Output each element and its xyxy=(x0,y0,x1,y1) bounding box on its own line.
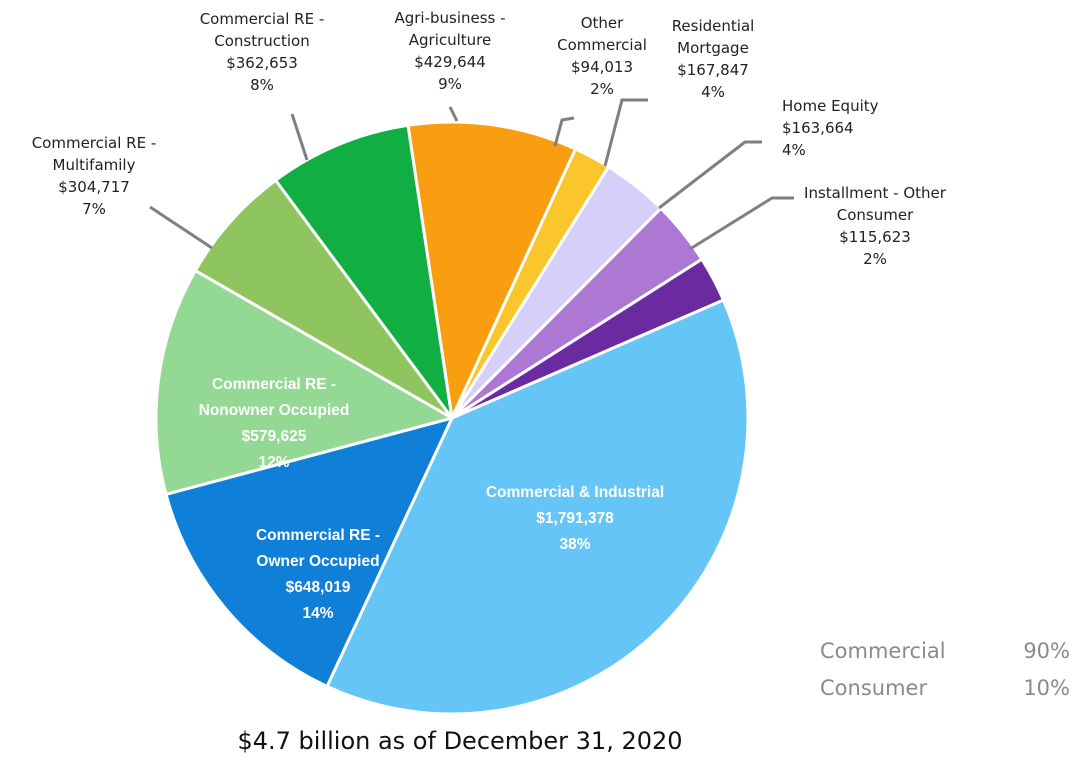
slice-label-agribusiness-agriculture: Agri-business -Agriculture $429,644 9% xyxy=(394,9,505,93)
leader-line-cre-multifamily xyxy=(149,205,213,250)
slice-label-residential-mortgage: Residential Mortgage $167,847 4% xyxy=(672,17,755,101)
slice-commercial-industrial xyxy=(325,298,750,716)
slice-cre-nonowner-occupied xyxy=(154,269,454,496)
leader-line-installment-other-consumer xyxy=(689,196,794,251)
summary-name-consumer: Consumer xyxy=(820,676,927,700)
summary-pct-consumer: 10% xyxy=(1023,676,1070,700)
slice-cre-construction xyxy=(274,123,454,420)
chart-caption: $4.7 billion as of December 31, 2020 xyxy=(237,727,682,755)
leader-line-cre-construction xyxy=(290,113,309,161)
slice-label-cre-construction: Commercial RE -Construction $362,653 8% xyxy=(200,10,325,94)
leader-line-residential-mortgage xyxy=(603,98,648,167)
slice-cre-owner-occupied xyxy=(164,416,454,688)
slice-installment-other-consumer xyxy=(450,257,725,420)
leader-line-home-equity xyxy=(658,140,762,210)
slice-agribusiness-agriculture xyxy=(406,120,578,420)
slice-label-home-equity: Home Equity $163,664 4% xyxy=(782,97,879,159)
leader-line-other-commercial xyxy=(553,116,575,147)
slice-label-installment-other-consumer: Installment - Other Consumer $115,623 2% xyxy=(804,184,947,268)
slice-label-cre-multifamily: Commercial RE -Multifamily $304,717 7% xyxy=(32,134,157,218)
leader-line-agribusiness-agriculture xyxy=(448,106,459,122)
slice-label-cre-nonowner-occupied: Commercial RE -Nonowner Occupied $579,625… xyxy=(199,376,350,471)
summary-pct-commercial: 90% xyxy=(1023,639,1070,663)
slice-label-commercial-industrial: Commercial & Industrial $1,791,378 38% xyxy=(486,484,664,553)
slice-cre-multifamily xyxy=(193,178,454,420)
slice-label-other-commercial: Other Commercial $94,013 2% xyxy=(557,14,647,98)
summary-name-commercial: Commercial xyxy=(820,639,946,663)
slice-label-cre-owner-occupied: Commercial RE -Owner Occupied $648,019 14% xyxy=(256,527,380,622)
